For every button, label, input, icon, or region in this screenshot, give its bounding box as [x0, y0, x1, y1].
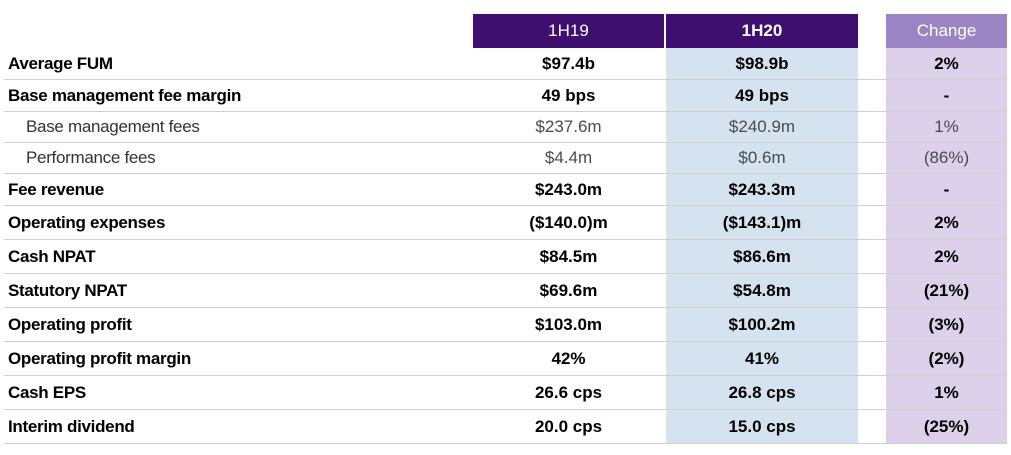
value-change: 2% [934, 246, 959, 266]
table-row: Cash EPS 26.6 cps 26.8 cps 1% [4, 376, 1007, 410]
value-1h20: 26.8 cps [728, 382, 796, 402]
row-label: Cash NPAT [8, 246, 96, 266]
row-label: Cash EPS [8, 382, 86, 402]
row-label: Statutory NPAT [8, 280, 127, 300]
row-label: Operating profit margin [8, 348, 191, 368]
value-change: 1% [934, 117, 959, 136]
value-1h20: $98.9b [735, 53, 789, 73]
value-change: 2% [934, 212, 959, 232]
table-row: Base management fee margin 49 bps 49 bps… [4, 80, 1007, 112]
value-1h20: 15.0 cps [728, 416, 796, 436]
value-1h20: $100.2m [728, 314, 796, 334]
value-1h20: $240.9m [728, 117, 796, 136]
row-label: Operating profit [8, 314, 132, 334]
value-1h20: $86.6m [733, 246, 791, 266]
column-header-1h20: 1H20 [666, 14, 858, 48]
table-row: Interim dividend 20.0 cps 15.0 cps (25%) [4, 410, 1007, 444]
value-1h19: 20.0 cps [534, 416, 603, 436]
value-1h19: $103.0m [534, 314, 603, 334]
table-row: Operating expenses ($140.0)m ($143.1)m 2… [4, 206, 1007, 240]
value-1h19: $243.0m [534, 179, 603, 199]
value-change: (21%) [923, 280, 970, 300]
value-1h19: $97.4b [542, 53, 595, 73]
row-label: Base management fees [26, 117, 200, 136]
value-change: - [943, 85, 950, 105]
column-header-change: Change [886, 14, 1007, 48]
table-row: Operating profit $103.0m $100.2m (3%) [4, 308, 1007, 342]
row-label: Base management fee margin [8, 85, 242, 105]
value-change: (3%) [928, 314, 965, 334]
table-row: Cash NPAT $84.5m $86.6m 2% [4, 240, 1007, 274]
table-row: Average FUM $97.4b $98.9b 2% [4, 48, 1007, 80]
column-change-background [886, 48, 1007, 444]
value-1h19: $4.4m [544, 148, 593, 167]
value-change: 2% [934, 53, 959, 73]
value-change: (86%) [923, 148, 970, 167]
value-change: (2%) [928, 348, 965, 368]
table-row: Performance fees $4.4m $0.6m (86%) [4, 143, 1007, 174]
value-1h19: $237.6m [535, 117, 602, 136]
value-1h20: $243.3m [728, 179, 796, 199]
table-row: Statutory NPAT $69.6m $54.8m (21%) [4, 274, 1007, 308]
table-row: Fee revenue $243.0m $243.3m - [4, 174, 1007, 206]
column-1h20-background [666, 48, 858, 444]
value-change: 1% [934, 382, 959, 402]
value-change: (25%) [923, 416, 970, 436]
row-label: Fee revenue [8, 179, 104, 199]
row-label: Interim dividend [8, 416, 135, 436]
row-label: Performance fees [26, 148, 156, 167]
value-1h20: 41% [744, 348, 780, 368]
value-1h19: 26.6 cps [534, 382, 603, 402]
value-1h19: 42% [551, 348, 586, 368]
value-1h19: $69.6m [539, 280, 598, 300]
row-label: Average FUM [8, 53, 113, 73]
results-table: Average FUM $97.4b $98.9b 2% Base manage… [4, 48, 1007, 444]
value-1h19: $84.5m [539, 246, 598, 266]
row-label: Operating expenses [8, 212, 166, 232]
value-1h20: $0.6m [738, 148, 786, 167]
value-1h19: ($140.0)m [529, 212, 608, 232]
value-1h20: $54.8m [733, 280, 791, 300]
value-change: - [943, 179, 950, 199]
table-row: Base management fees $237.6m $240.9m 1% [4, 112, 1007, 143]
value-1h20: 49 bps [735, 85, 789, 105]
column-header-1h19: 1H19 [473, 14, 664, 48]
value-1h20: ($143.1)m [722, 212, 802, 232]
table-row: Operating profit margin 42% 41% (2%) [4, 342, 1007, 376]
value-1h19: 49 bps [541, 85, 596, 105]
